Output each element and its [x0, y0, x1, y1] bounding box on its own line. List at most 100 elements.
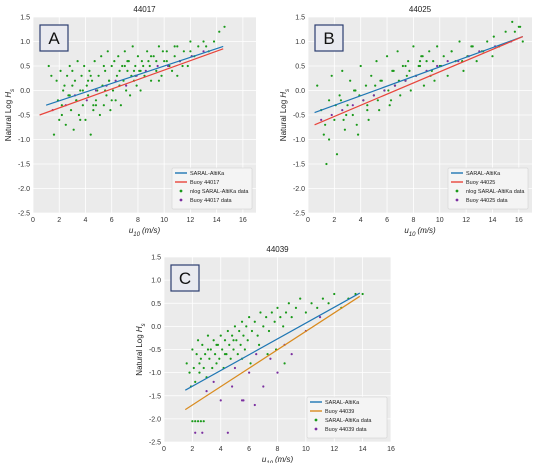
data-point-series-1: [407, 60, 410, 63]
x-tick-label: 8: [411, 217, 415, 224]
data-point-series-1: [361, 292, 364, 296]
data-point-series-1: [170, 69, 174, 72]
data-point-series-1: [257, 343, 261, 346]
data-point-series-1: [396, 50, 399, 53]
data-point-series-1: [294, 306, 298, 309]
data-point-series-1: [223, 339, 227, 342]
data-point-series-2: [276, 371, 279, 374]
y-tick-label: -2.0: [149, 416, 161, 423]
data-point-series-1: [163, 60, 166, 63]
data-point-series-1: [316, 84, 319, 87]
data-point-series-1: [436, 45, 439, 48]
data-point-series-1: [196, 339, 200, 342]
data-point-series-1: [83, 64, 86, 68]
data-point-series-2: [226, 431, 229, 434]
data-point-series-1: [215, 343, 218, 346]
x-tick-label: 12: [187, 217, 195, 224]
legend-label: Buoy 44017: [190, 180, 219, 186]
data-point-series-1: [199, 357, 202, 360]
data-point-series-1: [173, 55, 176, 58]
y-axis-label: Natural Log Hs: [279, 89, 291, 141]
data-point-series-1: [290, 316, 293, 319]
data-point-series-2: [125, 84, 128, 87]
data-point-series-1: [349, 79, 352, 82]
data-point-series-1: [374, 84, 377, 87]
data-point-series-1: [282, 325, 285, 328]
data-point-series-1: [50, 74, 53, 77]
data-point-series-1: [194, 380, 197, 383]
x-tick-label: 2: [190, 446, 194, 453]
data-point-series-2: [114, 79, 117, 82]
data-point-series-1: [233, 325, 237, 328]
data-point-series-1: [102, 104, 105, 107]
x-tick-label: 16: [387, 446, 395, 453]
data-point-series-1: [146, 50, 149, 53]
data-point-series-1: [376, 99, 379, 102]
data-point-series-1: [229, 357, 232, 360]
x-tick-label: 4: [84, 217, 88, 224]
legend-box: [171, 167, 253, 210]
y-tick-label: 1.5: [20, 15, 30, 22]
chart-title: 44017: [133, 5, 156, 14]
data-point-series-1: [226, 329, 229, 333]
panel-label-box: [170, 264, 200, 292]
data-point-series-1: [149, 55, 153, 58]
y-tick-label: 0.5: [151, 301, 161, 308]
data-point-series-1: [273, 320, 276, 323]
y-tick-label: -2.5: [293, 211, 305, 218]
data-point-series-1: [98, 113, 101, 117]
data-point-series-1: [94, 104, 98, 107]
legend-label: Buoy 44039 data: [325, 427, 368, 433]
chart-panel-b: 0 2 4 6 8 10 12 14 16 -2.5 -2.0 -1.5 -1.0 -0.5 0.0 0.5 1…: [279, 5, 532, 238]
data-point-series-1: [212, 40, 216, 43]
data-point-series-1: [385, 55, 389, 58]
data-point-series-1: [102, 64, 105, 68]
data-point-series-1: [432, 60, 435, 63]
data-point-series-2: [318, 316, 322, 319]
data-point-series-2: [372, 94, 375, 97]
data-point-series-1: [117, 55, 120, 58]
data-point-series-1: [267, 329, 271, 333]
data-point-series-1: [176, 45, 179, 48]
data-point-series-1: [245, 325, 248, 328]
legend-box: [306, 396, 388, 439]
data-point-series-1: [202, 366, 205, 370]
data-point-series-1: [342, 118, 345, 121]
data-point-series-2: [233, 366, 237, 370]
data-point-series-1: [81, 104, 84, 107]
data-point-series-2: [330, 113, 333, 117]
data-point-series-1: [104, 69, 107, 72]
data-point-series-1: [341, 69, 344, 72]
legend-dot-swatch: [179, 189, 183, 193]
data-point-series-1: [132, 69, 136, 72]
data-point-series-1: [299, 297, 302, 300]
data-point-series-1: [422, 84, 426, 87]
data-point-series-1: [106, 50, 109, 53]
data-point-series-1: [206, 334, 210, 337]
legend-dot-swatch: [455, 189, 459, 193]
data-point-series-1: [123, 64, 126, 68]
data-point-series-2: [194, 431, 197, 434]
data-point-series-1: [157, 45, 161, 48]
data-point-series-1: [66, 74, 69, 77]
data-point-series-1: [370, 74, 373, 77]
data-point-series-1: [176, 74, 179, 77]
panel-label-box: [39, 24, 69, 52]
data-point-series-1: [219, 334, 222, 337]
x-tick-label: 8: [276, 446, 280, 453]
legend-label: SARAL-AltiKa: [190, 171, 225, 177]
data-point-series-1: [85, 84, 88, 87]
y-tick-label: 0.0: [151, 324, 161, 331]
data-point-series-1: [81, 89, 84, 92]
data-point-series-1: [110, 64, 113, 68]
data-point-series-1: [208, 357, 211, 360]
data-point-series-1: [206, 348, 210, 351]
data-point-series-1: [196, 420, 200, 423]
legend-dot-swatch: [179, 198, 183, 202]
data-point-series-1: [89, 74, 92, 77]
legend-box: [447, 167, 529, 210]
data-point-series-1: [155, 60, 158, 63]
data-point-series-1: [404, 64, 407, 68]
y-tick-label: -2.0: [18, 186, 30, 193]
data-point-series-1: [367, 118, 370, 121]
